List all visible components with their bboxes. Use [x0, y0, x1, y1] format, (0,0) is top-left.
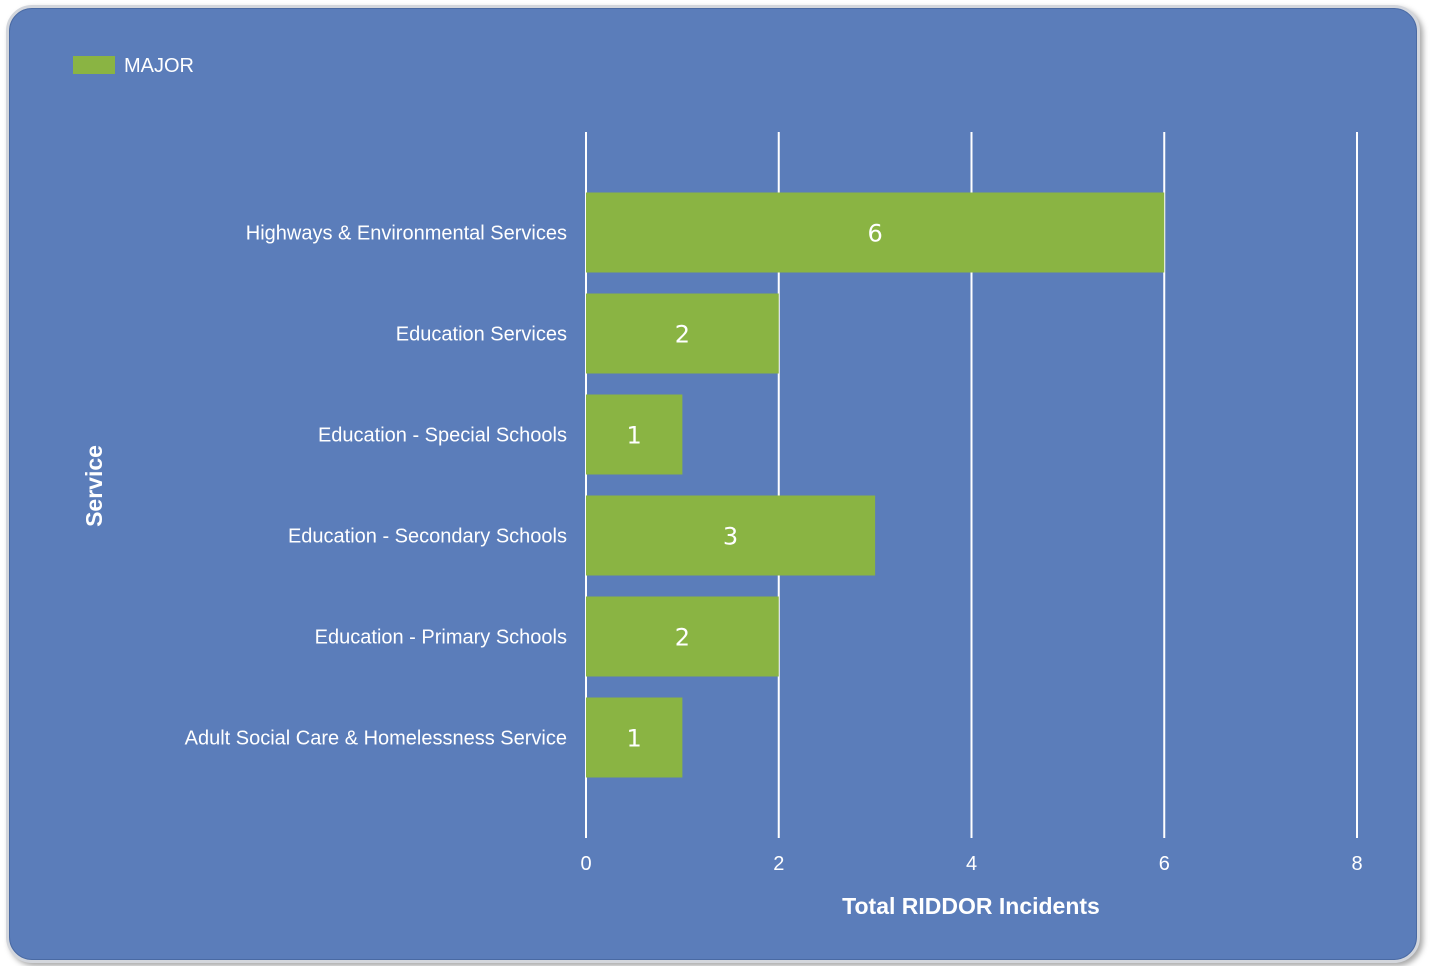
- bar: [586, 394, 683, 475]
- bar: [586, 697, 683, 778]
- data-label: 1: [627, 725, 642, 753]
- legend-label-major: MAJOR: [124, 55, 194, 77]
- x-axis-title: Total RIDDOR Incidents: [842, 893, 1100, 919]
- data-label: 1: [627, 422, 642, 450]
- legend-swatch-major: [73, 56, 115, 74]
- category-labels: Highways & Environmental Services Educati…: [185, 223, 567, 750]
- category-label: Education - Primary Schools: [315, 627, 567, 649]
- x-tick-label-0: 0: [580, 853, 591, 875]
- bar: [586, 495, 876, 576]
- x-tick-label-6: 6: [1159, 853, 1170, 875]
- category-label: Highways & Environmental Services: [246, 223, 567, 245]
- category-label: Education - Special Schools: [318, 425, 567, 447]
- bar: [586, 192, 1165, 273]
- x-tick-label-2: 2: [773, 853, 784, 875]
- legend: MAJOR: [73, 55, 194, 77]
- category-label: Education Services: [396, 324, 567, 346]
- chart-frame: [6, 5, 1420, 963]
- bars: 6 2 1 3 2 1: [586, 192, 1165, 778]
- category-label: Adult Social Care & Homelessness Service: [185, 728, 567, 750]
- y-axis-title: Service: [81, 445, 107, 527]
- data-label: 3: [723, 523, 738, 551]
- tick-labels: 0 2 4 6 8: [580, 853, 1362, 875]
- category-label: Education - Secondary Schools: [288, 526, 567, 548]
- data-label: 2: [675, 624, 690, 652]
- data-label: 6: [867, 220, 882, 248]
- x-tick-label-8: 8: [1351, 853, 1362, 875]
- bar: [586, 596, 779, 677]
- bar: [586, 293, 779, 374]
- data-label: 2: [675, 321, 690, 349]
- x-tick-label-4: 4: [966, 853, 977, 875]
